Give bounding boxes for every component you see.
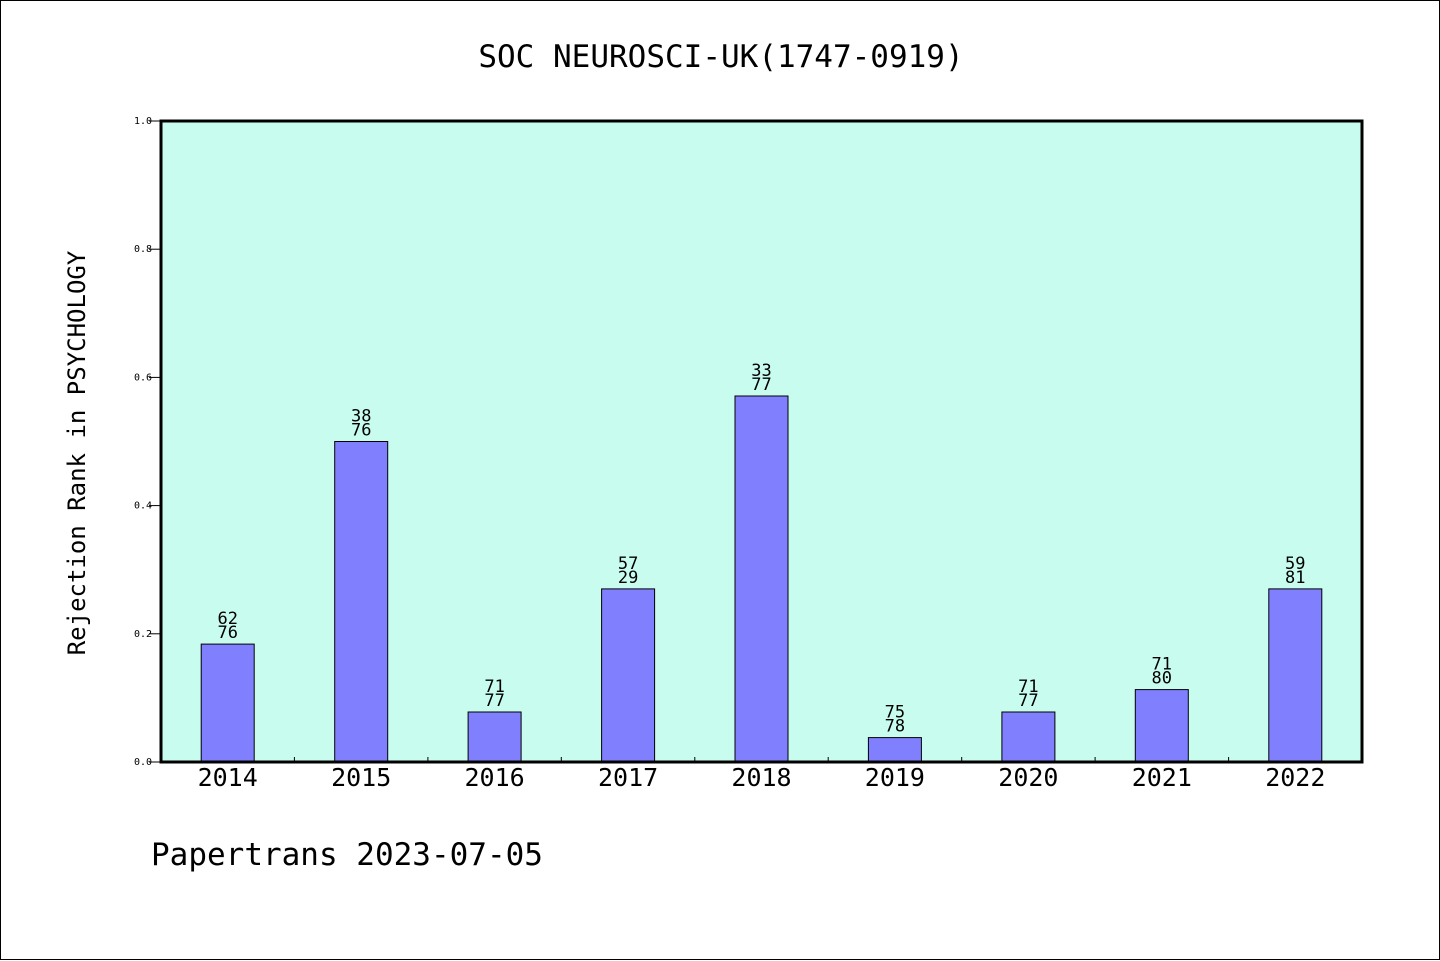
x-tick-label-2015: 2015 [331, 763, 391, 792]
bar-label-top-2021: 71 [1152, 655, 1172, 675]
bar-2020 [1001, 711, 1056, 763]
y-tick-label: 0.4 [134, 501, 152, 512]
bar-2015 [334, 441, 389, 763]
y-tick-label: 0.8 [134, 244, 152, 255]
x-tick-label-2014: 2014 [198, 763, 258, 792]
bar-label-top-2018: 33 [751, 361, 771, 381]
y-axis-label: Rejection Rank in PSYCHOLOGY [63, 250, 91, 655]
bar-2016 [467, 711, 522, 763]
y-tick-label: 1.0 [134, 116, 152, 127]
bar-label-bottom-2016: 77 [484, 691, 504, 711]
bar-label-bottom-2018: 77 [751, 375, 771, 395]
axes-layer: 2014 2015 2016 2017 2018 2019 2020 2021 2022 0.0 0… [134, 116, 1325, 792]
bar-label-bottom-2020: 77 [1018, 691, 1038, 711]
bar-label-top-2019: 75 [885, 703, 905, 723]
bar-2017 [601, 588, 656, 763]
x-tick-label-2017: 2017 [598, 763, 658, 792]
bar-2019 [867, 737, 922, 763]
x-tick-label-2019: 2019 [865, 763, 925, 792]
x-tick-label-2022: 2022 [1265, 763, 1325, 792]
y-tick-label: 0.6 [134, 372, 152, 383]
bar-label-bottom-2015: 76 [351, 421, 371, 441]
bar-2018 [734, 395, 789, 763]
bar-label-bottom-2021: 80 [1152, 669, 1172, 689]
y-tick-label: 0.2 [134, 629, 152, 640]
bar-label-bottom-2014: 76 [217, 623, 237, 643]
y-tick-label: 0.0 [134, 757, 152, 768]
bar-label-bottom-2019: 78 [885, 717, 905, 737]
bar-label-bottom-2022: 81 [1285, 568, 1305, 588]
bar-2014 [200, 643, 255, 763]
chart-title: SOC NEUROSCI-UK(1747-0919) [478, 39, 963, 75]
bar-label-top-2015: 38 [351, 407, 371, 427]
x-tick-label-2020: 2020 [998, 763, 1058, 792]
bar-label-top-2020: 71 [1018, 677, 1038, 697]
bar-label-top-2022: 59 [1285, 554, 1305, 574]
bar-label-bottom-2017: 29 [618, 568, 638, 588]
bar-label-top-2016: 71 [484, 677, 504, 697]
x-tick-label-2018: 2018 [731, 763, 791, 792]
x-tick-label-2016: 2016 [464, 763, 524, 792]
bar-label-top-2017: 57 [618, 554, 638, 574]
bar-2022 [1268, 588, 1323, 763]
plot-border [159, 119, 1364, 764]
watermark-text: Papertrans 2023-07-05 [151, 837, 543, 873]
bar-label-top-2014: 62 [217, 609, 237, 629]
bar-2021 [1134, 689, 1189, 763]
x-tick-label-2021: 2021 [1132, 763, 1192, 792]
